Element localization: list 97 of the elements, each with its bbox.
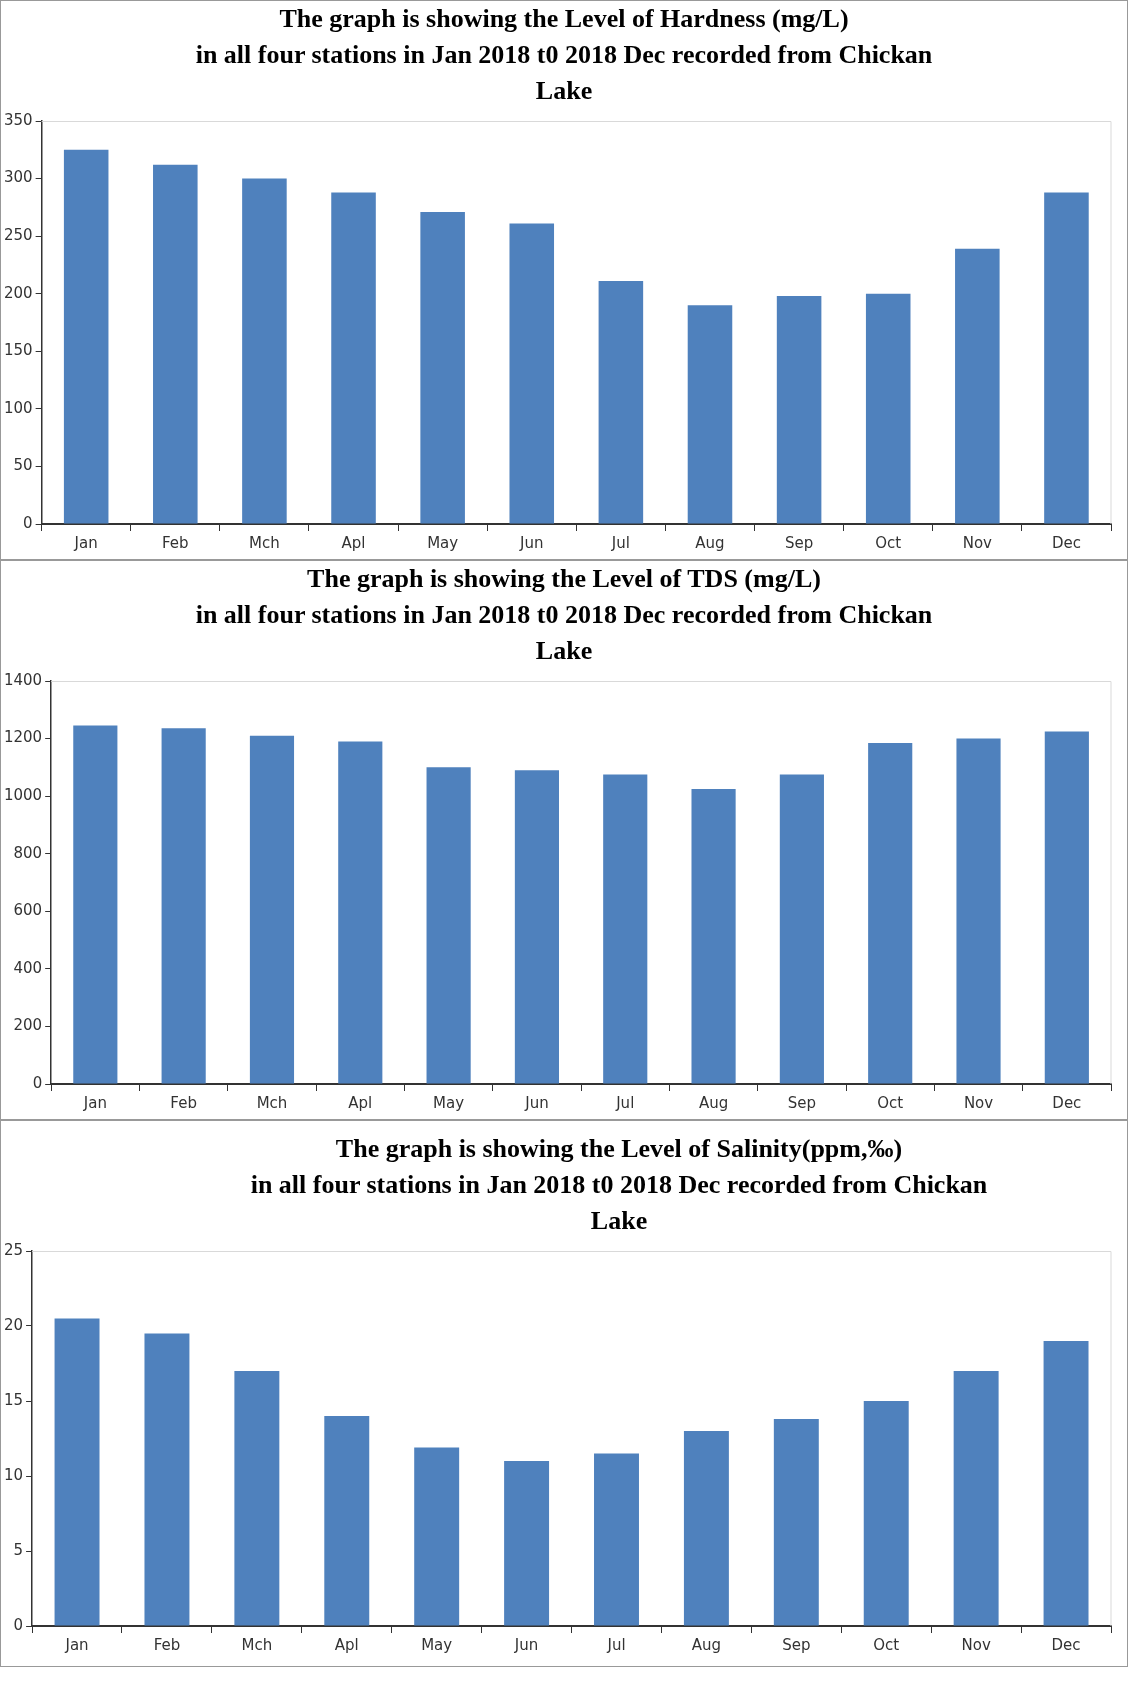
x-tick-label: Dec bbox=[1051, 1635, 1081, 1654]
bar bbox=[249, 735, 295, 1084]
y-tick-label: 1200 bbox=[3, 728, 43, 747]
bar bbox=[153, 164, 198, 524]
bar bbox=[420, 211, 465, 524]
x-tick-label: Aug bbox=[695, 533, 725, 552]
y-tick-label: 50 bbox=[13, 456, 33, 475]
y-tick-label: 200 bbox=[3, 283, 33, 302]
y-tick-label: 200 bbox=[13, 1016, 43, 1035]
bar bbox=[414, 1447, 460, 1626]
x-tick-label: Sep bbox=[784, 533, 814, 552]
x-tick-label: Dec bbox=[1052, 1093, 1082, 1112]
chart-title: The graph is showing the Level of Salinity(ppm,‰) in all four stations in Jan 2018 t0 2018 Dec recorded from Chickan Lake bbox=[249, 1133, 989, 1237]
chart-title: The graph is showing the Level of TDS (mg/L) in all four stations in Jan 2018 t0 2018 Dec recorded from Chickan Lake bbox=[194, 563, 934, 667]
bar bbox=[324, 1416, 370, 1626]
x-tick-label: Mch bbox=[241, 1635, 273, 1654]
x-tick-label: Oct bbox=[877, 1093, 904, 1112]
x-tick-label: Jan bbox=[82, 1093, 107, 1112]
bar bbox=[514, 770, 560, 1084]
y-tick-label: 1000 bbox=[3, 786, 43, 805]
y-tick-label: 350 bbox=[3, 110, 33, 129]
bar bbox=[426, 767, 471, 1084]
x-tick-label: May bbox=[427, 533, 459, 552]
x-tick-label: Jun bbox=[513, 1635, 539, 1654]
bar bbox=[161, 728, 206, 1084]
x-tick-label: May bbox=[433, 1093, 465, 1112]
bar bbox=[603, 774, 648, 1084]
x-tick-label: Aug bbox=[691, 1635, 722, 1654]
bar bbox=[598, 281, 644, 524]
x-tick-label: Feb bbox=[170, 1093, 197, 1112]
bar bbox=[865, 293, 911, 524]
bar bbox=[1044, 731, 1089, 1084]
x-tick-label: Apl bbox=[348, 1093, 373, 1112]
bar bbox=[683, 1431, 729, 1626]
y-tick-label: 250 bbox=[3, 226, 33, 245]
x-tick-label: Jan bbox=[64, 1635, 89, 1654]
bar bbox=[338, 741, 383, 1084]
x-tick-label: Jun bbox=[524, 1093, 549, 1112]
bar bbox=[773, 1419, 819, 1626]
bar bbox=[776, 296, 822, 524]
x-tick-label: Oct bbox=[875, 533, 902, 552]
x-tick-label: Jan bbox=[73, 533, 98, 552]
chart-title: The graph is showing the Level of Hardness (mg/L) in all four stations in Jan 2018 t0 2018 Dec recorded from Chickan Lake bbox=[194, 3, 934, 107]
x-tick-label: Apl bbox=[334, 1635, 359, 1654]
bar bbox=[955, 248, 1000, 524]
x-tick-label: Aug bbox=[698, 1093, 729, 1112]
bar bbox=[691, 788, 736, 1084]
bar bbox=[868, 742, 913, 1084]
y-tick-label: 15 bbox=[3, 1390, 24, 1409]
x-tick-label: Mch bbox=[249, 533, 280, 552]
bar bbox=[956, 738, 1001, 1084]
bar bbox=[594, 1453, 639, 1626]
bar bbox=[509, 223, 555, 524]
x-tick-label: Mch bbox=[256, 1093, 288, 1112]
x-tick-label: Nov bbox=[963, 1093, 994, 1112]
y-tick-label: 0 bbox=[23, 513, 33, 532]
y-tick-label: 150 bbox=[3, 341, 33, 360]
y-tick-label: 5 bbox=[13, 1540, 24, 1559]
x-tick-label: Jul bbox=[606, 1635, 626, 1654]
y-tick-label: 25 bbox=[3, 1240, 24, 1259]
bar bbox=[73, 725, 118, 1084]
x-tick-label: May bbox=[421, 1635, 453, 1654]
y-tick-label: 600 bbox=[13, 901, 43, 920]
y-tick-label: 10 bbox=[3, 1465, 24, 1484]
bar bbox=[234, 1371, 280, 1626]
x-tick-label: Dec bbox=[1051, 533, 1081, 552]
x-tick-label: Apl bbox=[341, 533, 366, 552]
bar bbox=[144, 1333, 190, 1626]
y-tick-label: 0 bbox=[32, 1073, 43, 1092]
bar bbox=[331, 192, 376, 524]
bar bbox=[779, 774, 824, 1084]
bar bbox=[1043, 1341, 1089, 1626]
x-tick-label: Sep bbox=[787, 1093, 817, 1112]
bar bbox=[953, 1371, 999, 1626]
bar bbox=[687, 305, 733, 524]
bar bbox=[242, 178, 287, 524]
y-tick-label: 300 bbox=[3, 168, 33, 187]
bar bbox=[1044, 192, 1089, 524]
x-tick-label: Jul bbox=[610, 533, 630, 552]
x-tick-label: Jun bbox=[519, 533, 544, 552]
x-tick-label: Oct bbox=[873, 1635, 900, 1654]
x-tick-label: Feb bbox=[153, 1635, 181, 1654]
bar bbox=[63, 149, 109, 524]
x-tick-label: Sep bbox=[782, 1635, 811, 1654]
x-tick-label: Nov bbox=[962, 533, 993, 552]
x-tick-label: Feb bbox=[162, 533, 189, 552]
y-tick-label: 400 bbox=[13, 958, 43, 977]
bar bbox=[54, 1318, 100, 1626]
x-tick-label: Nov bbox=[961, 1635, 991, 1654]
bar bbox=[504, 1461, 550, 1626]
y-tick-label: 0 bbox=[13, 1615, 24, 1634]
y-tick-label: 20 bbox=[3, 1315, 24, 1334]
y-tick-label: 800 bbox=[13, 843, 43, 862]
y-tick-label: 1400 bbox=[3, 670, 43, 689]
x-tick-label: Jul bbox=[615, 1093, 635, 1112]
bar bbox=[863, 1401, 909, 1626]
y-tick-label: 100 bbox=[3, 398, 33, 417]
